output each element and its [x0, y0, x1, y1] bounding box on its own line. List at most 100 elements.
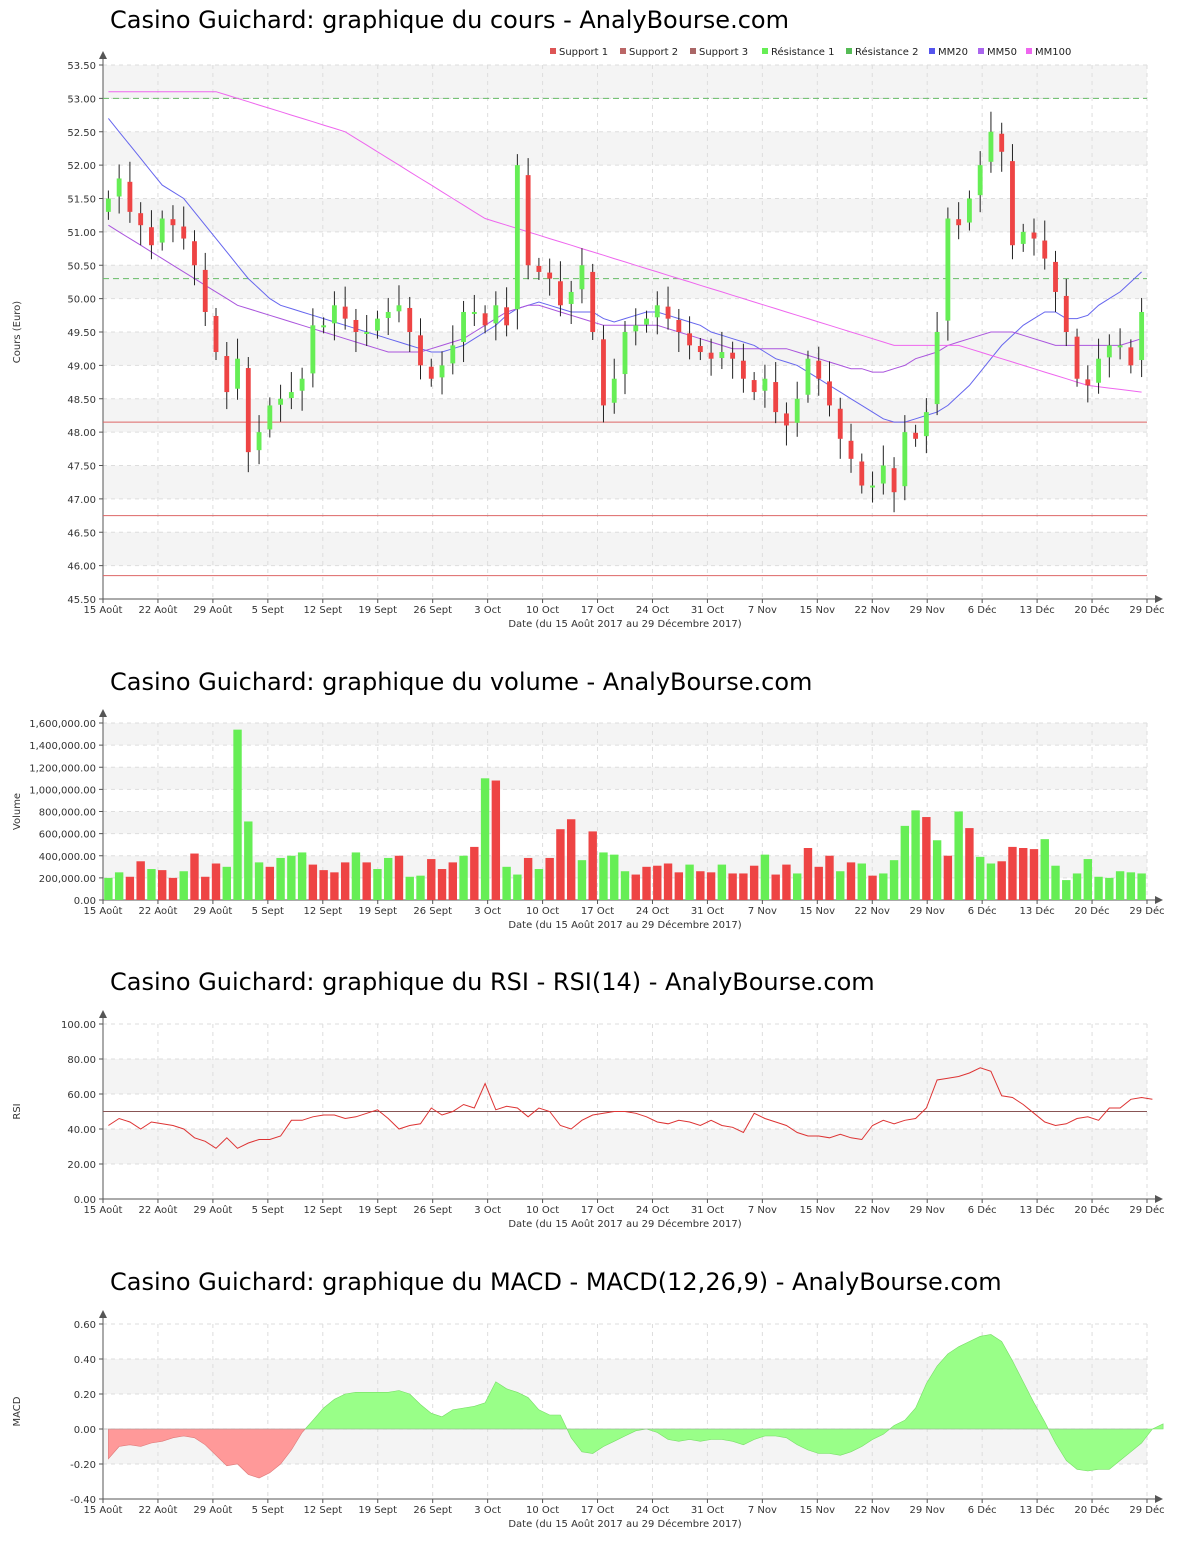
rsi-line: [108, 1067, 1153, 1149]
x-tick-label: 3 Oct: [474, 906, 501, 917]
candle-body: [1085, 379, 1091, 386]
volume-bar: [405, 876, 414, 900]
volume-bar: [319, 870, 328, 900]
legend-label: Résistance 1: [771, 46, 834, 58]
candle-body: [730, 352, 736, 359]
y-tick-label: 20.00: [67, 1160, 96, 1171]
volume-bar: [297, 852, 307, 900]
y-tick-label: 47.00: [67, 495, 96, 506]
volume-bar: [416, 875, 425, 900]
y-tick-label: 51.50: [67, 195, 96, 206]
x-tick-label: 13 Déc: [1019, 1204, 1054, 1216]
x-tick-label: 29 Déc: [1129, 1204, 1164, 1216]
volume-bar: [566, 819, 576, 900]
candle-body: [245, 368, 251, 453]
y-tick-label: 200,000.00: [39, 874, 96, 885]
candle-body: [428, 366, 434, 379]
volume-bar: [696, 871, 705, 900]
volume-bar: [545, 857, 554, 900]
candle-body: [988, 131, 994, 162]
x-tick-label: 19 Sept: [358, 1205, 397, 1216]
x-tick-label: 17 Oct: [581, 1205, 614, 1216]
y-tick-label: 49.50: [67, 328, 96, 339]
grid-band: [103, 265, 1147, 299]
candle-body: [170, 219, 176, 226]
candle-body: [235, 358, 240, 389]
candle-body: [956, 219, 962, 226]
candle-body: [450, 345, 456, 364]
candle-body: [396, 305, 402, 312]
candle-body: [149, 227, 154, 246]
candle-body: [525, 175, 531, 266]
volume-bar: [846, 862, 856, 900]
volume-bar: [653, 865, 662, 900]
x-tick-label: 22 Nov: [855, 605, 891, 616]
volume-bar: [717, 864, 727, 900]
volume-bar: [889, 860, 899, 900]
volume-chart-title: Casino Guichard: graphique du volume - A…: [110, 668, 813, 696]
y-tick-label: 60.00: [67, 1090, 96, 1101]
x-tick-label: 22 Nov: [855, 1505, 891, 1516]
volume-bar: [459, 855, 468, 900]
x-tick-label: 15 Août: [84, 1204, 123, 1216]
volume-bar: [1019, 848, 1028, 900]
candle-body: [105, 198, 111, 212]
volume-bar: [1051, 865, 1060, 900]
x-axis-label: Date (du 15 Août 2017 au 29 Décembre 201…: [508, 1218, 741, 1230]
x-tick-label: 19 Sept: [358, 906, 397, 917]
candle-body: [644, 318, 649, 325]
macd-panel: Casino Guichard: graphique du MACD - MAC…: [0, 1262, 1200, 1550]
x-tick-label: 22 Nov: [855, 906, 891, 917]
x-tick-label: 22 Août: [138, 1204, 177, 1216]
x-tick-label: 29 Déc: [1129, 604, 1164, 616]
y-tick-label: 50.50: [67, 261, 96, 272]
macd-chart-title: Casino Guichard: graphique du MACD - MAC…: [110, 1268, 1002, 1296]
candle-body: [601, 339, 606, 406]
candle-body: [784, 413, 789, 426]
y-tick-label: 51.00: [67, 228, 96, 239]
x-tick-label: 26 Sept: [413, 1205, 452, 1216]
volume-bar: [136, 861, 145, 900]
candle-body: [353, 319, 359, 332]
candle-body: [848, 440, 854, 459]
x-tick-label: 29 Août: [193, 1504, 232, 1516]
candle-body: [181, 226, 187, 239]
volume-bar: [104, 877, 113, 900]
candle-body: [375, 318, 380, 331]
candle-body: [288, 392, 294, 399]
x-tick-label: 29 Août: [193, 604, 232, 616]
volume-bar: [803, 848, 813, 900]
x-tick-label: 7 Nov: [748, 1205, 777, 1216]
macd-positive-area: [1047, 1428, 1154, 1472]
volume-bar: [577, 860, 587, 900]
candle-body: [1031, 232, 1037, 239]
candle-body: [923, 412, 929, 437]
volume-bar: [427, 859, 436, 900]
x-tick-label: 12 Sept: [303, 1205, 342, 1216]
legend-label: Support 2: [629, 47, 678, 58]
x-tick-label: 12 Sept: [303, 906, 342, 917]
candle-body: [461, 311, 466, 343]
volume-bar: [254, 862, 264, 900]
candle-body: [202, 269, 208, 312]
x-tick-label: 20 Déc: [1074, 905, 1109, 917]
rsi-chart: 0.00 20.00 40.00 60.00 80.00 100.00 15 Août 22 …: [12, 1010, 1165, 1230]
volume-bar: [997, 861, 1006, 900]
candle-body: [773, 382, 779, 413]
volume-bar: [1040, 839, 1049, 900]
y-axis-arrow: [99, 1010, 107, 1018]
volume-bar: [986, 863, 996, 900]
x-tick-label: 24 Oct: [636, 1505, 669, 1516]
x-tick-label: 26 Sept: [413, 605, 452, 616]
x-tick-label: 29 Nov: [909, 906, 945, 917]
candle-body: [418, 335, 423, 366]
volume-bar: [631, 874, 640, 900]
price-chart: 45.50 46.00 46.50 47.00 47.50 48.00 48.50 49.00…: [12, 46, 1165, 630]
candle-body: [654, 305, 660, 318]
volume-bar: [222, 866, 231, 900]
candle-body: [751, 380, 757, 393]
candle-body: [805, 358, 811, 395]
candle-body: [665, 306, 671, 319]
candle-body: [514, 165, 520, 310]
volume-bar: [599, 852, 608, 900]
